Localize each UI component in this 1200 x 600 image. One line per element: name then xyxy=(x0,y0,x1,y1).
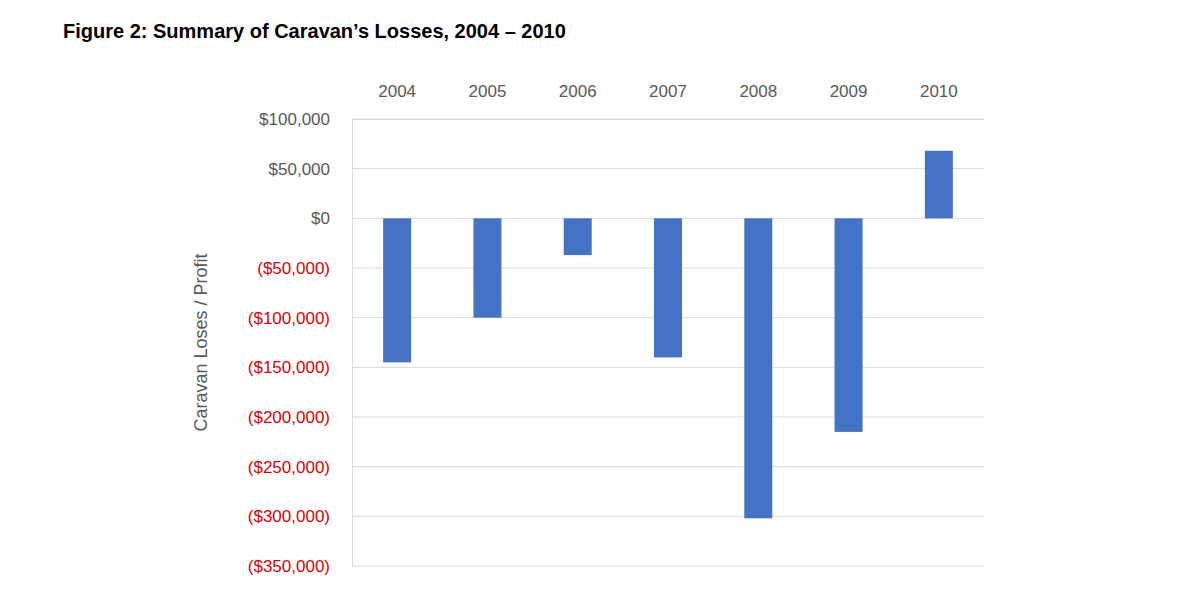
tick-label: 2005 xyxy=(469,82,507,101)
tick-label: ($350,000) xyxy=(248,557,330,576)
tick-label: ($50,000) xyxy=(257,259,330,278)
tick: ($350,000) xyxy=(248,557,352,576)
tick: ($300,000) xyxy=(248,507,352,526)
tick: $50,000 xyxy=(269,160,352,179)
tick: ($200,000) xyxy=(248,408,352,427)
tick: 2006 xyxy=(559,82,597,119)
tick-label: 2006 xyxy=(559,82,597,101)
tick-label: ($300,000) xyxy=(248,507,330,526)
tick-label: 2007 xyxy=(649,82,687,101)
tick-label: 2009 xyxy=(830,82,868,101)
grid-line xyxy=(352,119,984,120)
grid-line xyxy=(352,367,984,368)
title: Figure 2: Summary of Caravan’s Losses, 2… xyxy=(63,20,566,42)
bar xyxy=(564,218,592,255)
tick: 2009 xyxy=(830,82,868,119)
tick: $0 xyxy=(311,209,352,228)
grid-line xyxy=(352,566,984,567)
grid-line xyxy=(352,168,984,169)
bar xyxy=(744,218,772,518)
tick: 2010 xyxy=(920,82,958,119)
bar xyxy=(654,218,682,357)
tick-label: $50,000 xyxy=(269,160,330,179)
axis-line xyxy=(353,119,985,120)
tick: 2007 xyxy=(649,82,687,119)
tick-label: ($200,000) xyxy=(248,408,330,427)
tick-label: 2004 xyxy=(378,82,416,101)
bars xyxy=(383,151,953,519)
grid xyxy=(352,119,984,566)
tick-label: 2010 xyxy=(920,82,958,101)
tick-label: $100,000 xyxy=(259,110,330,129)
axis-line xyxy=(352,120,353,567)
chart: Figure 2: Summary of Caravan’s Losses, 2… xyxy=(0,0,1200,600)
tick: $100,000 xyxy=(259,110,352,129)
tick: 2005 xyxy=(469,82,507,119)
tick-label: $0 xyxy=(311,209,330,228)
tick: ($50,000) xyxy=(257,259,352,278)
tick-label: 2008 xyxy=(739,82,777,101)
grid-line xyxy=(352,417,984,418)
bar xyxy=(925,151,953,219)
grid-line xyxy=(352,466,984,467)
tick-label: ($250,000) xyxy=(248,458,330,477)
grid-line xyxy=(352,516,984,517)
y-axis-title: Caravan Loses / Profit xyxy=(191,253,211,431)
tick: 2008 xyxy=(739,82,777,119)
tick: ($150,000) xyxy=(248,358,352,377)
x-axis: 2004 2005 2006 2007 2008 2009 2010 xyxy=(353,82,985,120)
tick-label: ($150,000) xyxy=(248,358,330,377)
bar xyxy=(473,218,501,317)
y-axis: $100,000 $50,000 $0 ($50,000) ($100,000) ($15… xyxy=(248,110,353,576)
tick: ($100,000) xyxy=(248,309,352,328)
tick: ($250,000) xyxy=(248,458,352,477)
bar xyxy=(835,218,863,432)
bar xyxy=(383,218,411,362)
tick: 2004 xyxy=(378,82,416,119)
tick-label: ($100,000) xyxy=(248,309,330,328)
